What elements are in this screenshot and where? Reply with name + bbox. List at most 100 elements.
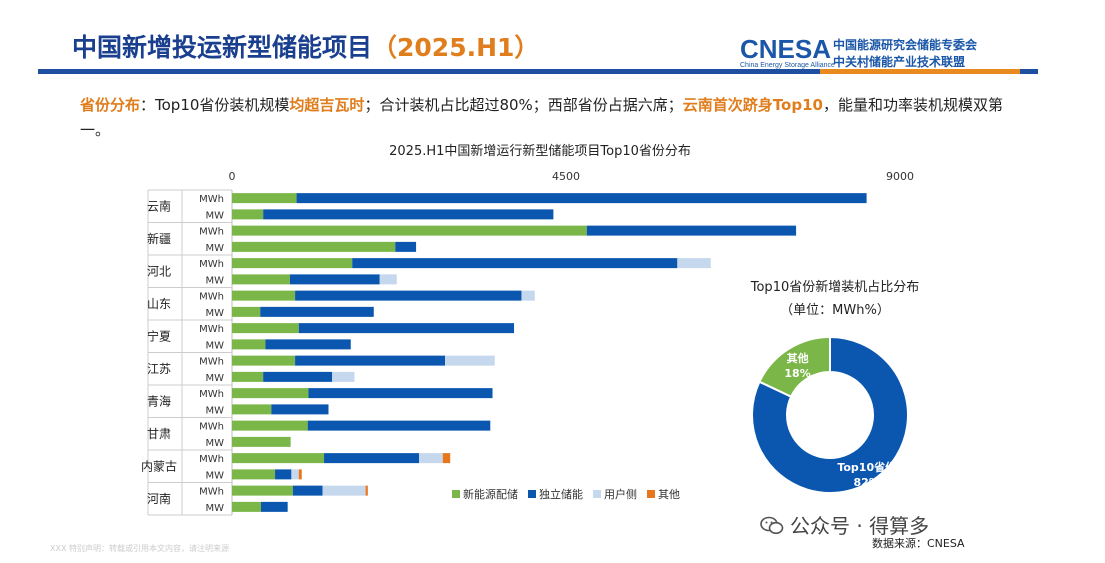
bar-segment — [308, 388, 493, 399]
bar-segment — [232, 469, 276, 480]
legend-swatch — [647, 490, 655, 498]
pie-chart-subtitle: （单位：MWh%） — [780, 303, 890, 318]
bar-segment — [232, 339, 266, 350]
bar-segment — [322, 485, 366, 496]
bar-segment — [263, 371, 333, 382]
bar-segment — [292, 485, 323, 496]
unit-row-label: MW — [205, 308, 224, 319]
unit-row-label: MWh — [199, 357, 224, 368]
category-label: 河南 — [147, 491, 171, 506]
unit-row-label: MWh — [199, 454, 224, 465]
summary-part: ，能量和功率装机规模双第一。 — [80, 96, 1003, 139]
bar-segment — [445, 355, 495, 366]
bar-segment — [295, 290, 522, 301]
wechat-watermark: 公众号 · 得算多 — [760, 510, 929, 539]
category-label: 甘肃 — [147, 427, 171, 441]
unit-row-label: MW — [205, 503, 224, 514]
bar-segment — [232, 371, 264, 382]
data-source: 数据来源：CNESA — [872, 537, 965, 550]
bar-segment — [298, 323, 515, 334]
title-text: 中国新增投运新型储能项目 — [72, 33, 373, 62]
unit-row-label: MW — [205, 340, 224, 351]
bar-segment — [419, 453, 443, 464]
bar-segment — [232, 323, 299, 334]
page-title: 中国新增投运新型储能项目（2025.H1） — [72, 28, 539, 64]
bar-segment — [260, 501, 288, 512]
bar-segment — [232, 209, 264, 220]
summary-highlight: 均超吉瓦时 — [289, 96, 365, 114]
wechat-icon — [760, 516, 784, 535]
category-label: 宁夏 — [147, 328, 171, 343]
bar-segment — [586, 225, 797, 236]
bar-segment — [232, 436, 291, 447]
logo-cn-line1: 中国能源研究会储能专委会 — [833, 38, 978, 52]
unit-row-label: MWh — [199, 324, 224, 335]
bar-segment — [271, 404, 329, 415]
bar-segment — [395, 241, 417, 252]
bar-segment — [232, 420, 308, 431]
bar-segment — [232, 388, 309, 399]
pie-chart-title: Top10省份新增装机占比分布 — [750, 280, 920, 295]
category-label: 云南 — [147, 198, 171, 213]
slice-value-label: 82% — [854, 476, 880, 489]
bar-chart-title: 2025.H1中国新增运行新型储能项目Top10省份分布 — [389, 144, 691, 159]
summary-part: ；合计装机占比超过80%；西部省份占据六席； — [364, 96, 683, 114]
unit-row-label: MW — [205, 210, 224, 221]
x-tick-label: 0 — [229, 170, 236, 183]
unit-row-label: MW — [205, 373, 224, 384]
bar-segment — [232, 404, 272, 415]
bar-segment — [677, 258, 711, 269]
unit-row-label: MW — [205, 405, 224, 416]
bar-segment — [324, 453, 420, 464]
bar-segment — [232, 290, 296, 301]
slice-value-label: 18% — [784, 367, 810, 380]
bar-segment — [232, 501, 261, 512]
unit-row-label: MWh — [199, 422, 224, 433]
summary-text: 省份分布：Top10省份装机规模均超吉瓦时；合计装机占比超过80%；西部省份占据… — [80, 93, 1010, 143]
disclaimer: XXX 特别声明：转载或引用本文内容，请注明来源 — [50, 544, 229, 553]
bar-segment — [298, 469, 302, 480]
unit-row-label: MWh — [199, 292, 224, 303]
summary-highlight: 云南首次跻身Top10 — [682, 96, 823, 114]
logo-word: CNESA — [740, 34, 832, 64]
legend-label: 独立储能 — [539, 487, 583, 501]
bar-segment — [291, 469, 299, 480]
bar-segment — [265, 339, 351, 350]
bar-segment — [521, 290, 535, 301]
legend-swatch — [452, 490, 460, 498]
logo-subtitle: China Energy Storage Alliance — [740, 62, 835, 69]
unit-row-label: MW — [205, 438, 224, 449]
bar-segment — [307, 420, 491, 431]
title-divider-accent — [820, 69, 1020, 74]
summary-part: ：Top10省份装机规模 — [140, 96, 290, 114]
bar-segment — [232, 225, 587, 236]
bar-segment — [442, 453, 451, 464]
unit-row-label: MWh — [199, 487, 224, 498]
donut-slice — [751, 335, 909, 494]
category-label: 山东 — [147, 297, 171, 311]
bar-segment — [263, 209, 554, 220]
legend-label: 其他 — [658, 488, 680, 501]
title-period: （2025.H1） — [372, 33, 540, 62]
slice-label: 其他 — [787, 351, 809, 365]
category-label: 河北 — [147, 264, 171, 278]
bar-segment — [232, 355, 296, 366]
category-label: 青海 — [147, 393, 171, 408]
bar-segment — [379, 274, 397, 285]
legend-swatch — [593, 490, 601, 498]
unit-row-label: MWh — [199, 227, 224, 238]
wechat-account: 公众号 · 得算多 — [790, 514, 930, 538]
legend-label: 用户侧 — [604, 487, 637, 501]
donut-chart: 其他 18% Top10省份 82% — [751, 335, 909, 494]
cnesa-logo: CNESA China Energy Storage Alliance — [740, 34, 835, 69]
summary-keyword: 省份分布 — [80, 96, 141, 114]
bar-segment — [232, 258, 353, 269]
bar-segment — [232, 306, 261, 317]
bar-segment — [332, 371, 355, 382]
logo-cn-line2: 中关村储能产业技术联盟 — [833, 55, 966, 69]
x-tick-label: 4500 — [552, 170, 580, 183]
title-divider — [38, 69, 1038, 74]
bar-segment — [296, 193, 867, 204]
unit-row-label: MW — [205, 275, 224, 286]
unit-row-label: MWh — [199, 259, 224, 270]
